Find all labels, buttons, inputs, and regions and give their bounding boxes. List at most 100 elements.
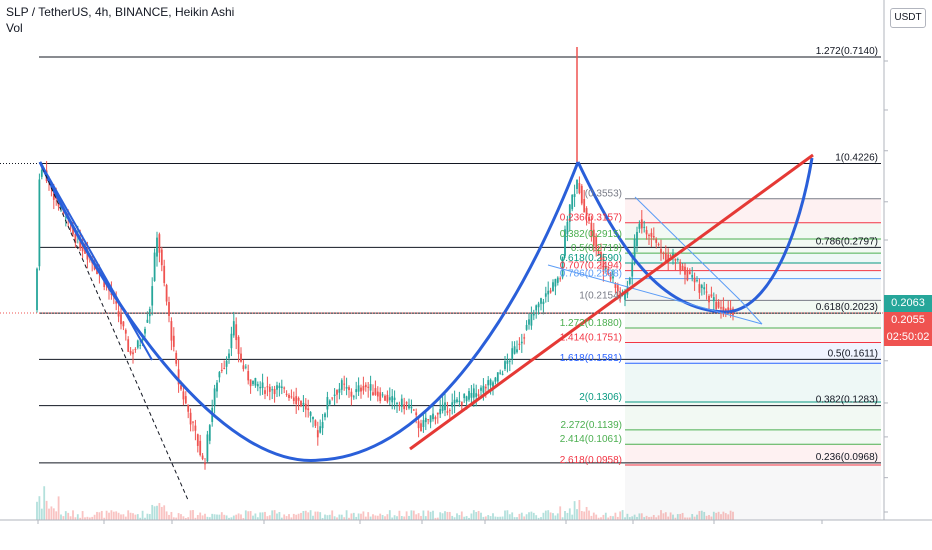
candle-body (583, 199, 586, 213)
volume-bar (192, 510, 194, 520)
volume-bar (652, 514, 655, 520)
candle-body (530, 314, 533, 326)
candle-body (314, 420, 317, 426)
volume-bar (477, 510, 480, 520)
volume-bar (710, 516, 713, 520)
candle-body (256, 384, 259, 387)
volume-bar (362, 511, 365, 520)
candle-body (628, 278, 631, 284)
candle-body (494, 377, 497, 382)
volume-bar (566, 512, 569, 520)
candle-body (674, 258, 677, 261)
candle-body (429, 415, 432, 423)
volume-bar (189, 510, 192, 520)
candle-body (367, 386, 370, 388)
candle-body (74, 233, 77, 244)
dashed-trendline (39, 161, 189, 501)
candle-body (609, 274, 612, 280)
candle-body (420, 423, 422, 432)
volume-bar (489, 516, 492, 520)
candle-body (559, 278, 562, 280)
candle-body (151, 286, 154, 306)
volume-bar (45, 500, 48, 520)
candle-body (264, 390, 266, 394)
candle-body (484, 386, 487, 389)
volume-bar (554, 515, 557, 520)
volume-bar (720, 514, 722, 520)
volume-bar (165, 511, 168, 520)
currency-button[interactable]: USDT (890, 8, 926, 28)
candle-body (261, 382, 264, 389)
volume-bar (55, 511, 58, 520)
volume-bar (40, 508, 43, 520)
candle-body (141, 338, 144, 341)
volume-bar (664, 512, 667, 520)
candle-body (290, 396, 293, 398)
candle-body (201, 455, 204, 459)
candle-body (595, 237, 598, 250)
candle-body (316, 430, 319, 438)
volume-bar (420, 515, 422, 520)
volume-bar (175, 517, 178, 520)
candle-body (372, 392, 374, 396)
volume-bar (278, 511, 281, 520)
volume-bar (636, 516, 638, 520)
candle-body (604, 266, 607, 270)
volume-bar (667, 516, 670, 520)
volume-bar (616, 516, 619, 520)
candle-body (386, 394, 389, 402)
candle-body (326, 397, 329, 410)
candle-body (676, 259, 679, 261)
volume-bar (693, 516, 696, 520)
candle-body (127, 339, 130, 352)
candle-body (580, 185, 583, 204)
current-price-label-a: 0.2063 (884, 295, 932, 313)
candle-body (727, 307, 730, 312)
volume-bar (333, 516, 336, 520)
volume-bar (187, 517, 190, 520)
candle-body (439, 409, 442, 415)
candle-body (228, 353, 230, 359)
volume-bar (465, 516, 468, 520)
volume-bar (283, 514, 286, 520)
candle-body (225, 360, 228, 367)
candle-body (304, 403, 307, 410)
candle-body (564, 229, 566, 256)
candle-body (177, 369, 180, 385)
candle-body (283, 387, 286, 389)
volume-bar (441, 513, 444, 520)
candle-body (168, 302, 170, 316)
candle-body (189, 412, 192, 425)
candle-body (482, 385, 485, 393)
volume-bar (100, 510, 103, 520)
volume-bar (458, 515, 461, 520)
candle-body (292, 397, 295, 401)
candle-body (134, 348, 137, 350)
candle-body (667, 254, 670, 261)
volume-bar (357, 513, 360, 520)
volume-bar (475, 511, 478, 520)
candle-body (513, 346, 516, 354)
volume-bar (403, 516, 406, 520)
candle-body (508, 360, 511, 362)
candle-body (340, 380, 343, 390)
countdown-label: 02:50:02 (884, 329, 932, 347)
candle-body (170, 321, 173, 341)
volume-bar (525, 514, 528, 520)
fib-right-label: 0.707(0.2494) (560, 261, 622, 272)
volume-bar (242, 517, 245, 520)
candle-body (504, 361, 506, 369)
volume-bar (273, 510, 276, 520)
volume-bar (252, 515, 254, 520)
candle-body (343, 383, 346, 385)
volume-bar (398, 510, 401, 520)
volume-bar (684, 517, 686, 520)
volume-bar (307, 512, 310, 520)
candle-body (448, 409, 451, 411)
candle-body (254, 378, 257, 386)
volume-bar (117, 512, 120, 520)
candle-body (427, 419, 430, 421)
candle-body (631, 263, 634, 277)
volume-bar (120, 514, 122, 520)
